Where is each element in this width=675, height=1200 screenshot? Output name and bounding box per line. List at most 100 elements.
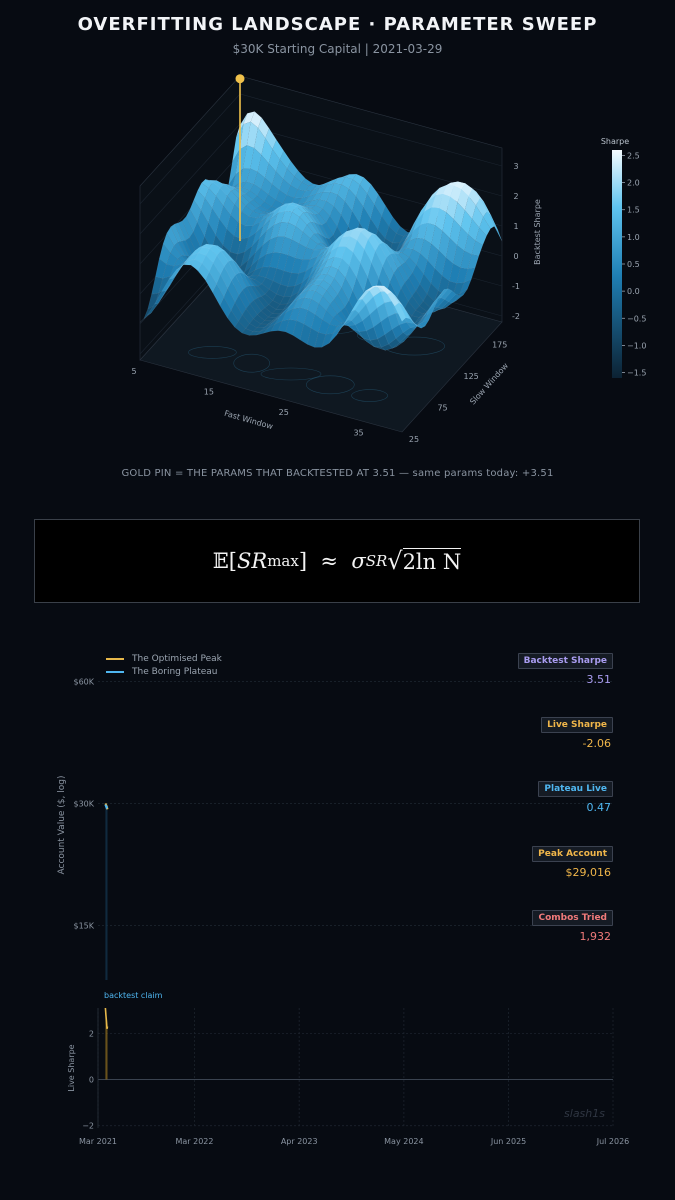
formula-sigma-sub: SR xyxy=(365,552,388,570)
colorbar xyxy=(612,150,622,378)
surface-plot: 5 15 25 35 Fast Window 25 75 125 175 Slow Window -… xyxy=(131,74,646,444)
lower-charts: $60K $30K $15K Account Value ($, log) Mar 2… xyxy=(57,677,629,1146)
surface-cell xyxy=(238,314,250,329)
surface-cell xyxy=(227,280,240,304)
watermark: slash1s xyxy=(564,1107,605,1120)
colorbar-tick-label: 0.5 xyxy=(627,260,640,269)
surface-cell xyxy=(266,207,279,218)
surface-cell xyxy=(329,328,341,344)
formula-box: 𝔼[SR max] ≈ σ SR √ 2ln N xyxy=(34,519,640,603)
fast-window-tick: 5 xyxy=(131,367,136,376)
colorbar-tick-label: −0.5 xyxy=(627,314,646,323)
surface-cell xyxy=(231,274,243,296)
backtest-claim-annotation: backtest claim xyxy=(104,991,163,1000)
surface-cell xyxy=(165,273,177,291)
legend: The Optimised Peak The Boring Plateau xyxy=(106,654,222,677)
surface-cell xyxy=(154,290,166,305)
floor-contour xyxy=(260,367,322,381)
surface-cell xyxy=(297,196,309,205)
surface-cell xyxy=(227,310,239,328)
slow-window-tick: 175 xyxy=(492,341,507,350)
surface-cell xyxy=(264,316,277,322)
surface-cell xyxy=(402,305,414,323)
surface-cell xyxy=(425,301,437,318)
surface-cell xyxy=(275,190,287,204)
colorbar-tick-label: 1.5 xyxy=(627,206,640,215)
surface-cell xyxy=(250,285,262,299)
surface-cell xyxy=(147,302,159,316)
surface-cell xyxy=(223,195,235,216)
floor-contour xyxy=(305,375,355,395)
equity-ytick: $30K xyxy=(73,799,94,808)
stat-value: -2.06 xyxy=(582,737,611,750)
floor-contour xyxy=(233,353,270,373)
gold-pin-head xyxy=(235,74,245,84)
sharpe-xtick: Jun 2025 xyxy=(490,1137,526,1146)
formula-radicand: 2ln N xyxy=(402,548,462,574)
colorbar-tick-label: 2.0 xyxy=(627,179,640,188)
surface-cell xyxy=(318,224,330,239)
equity-ytick: $60K xyxy=(73,677,94,686)
slow-window-label: Slow Window xyxy=(468,361,510,407)
sharpe-tick: -1 xyxy=(512,282,520,291)
surface-cell xyxy=(253,195,265,206)
stat-label: Live Sharpe xyxy=(541,717,613,733)
legend-label: The Optimised Peak xyxy=(132,654,222,664)
formula-sr: SR xyxy=(236,549,268,573)
surface-cell xyxy=(420,238,432,261)
legend-swatch xyxy=(106,671,124,673)
colorbar-tick-label: −1.5 xyxy=(627,369,646,378)
stat-label: Backtest Sharpe xyxy=(517,653,613,669)
stat-label: Combos Tried xyxy=(532,910,613,926)
surface-cell xyxy=(424,194,436,212)
colorbar-tick-label: 1.0 xyxy=(627,233,640,242)
sharpe-ylabel: Live Sharpe xyxy=(67,1044,76,1091)
slow-window-tick: 75 xyxy=(437,404,447,413)
sharpe-xtick: Mar 2022 xyxy=(175,1137,213,1146)
surface-cell xyxy=(308,266,321,284)
surface-cell xyxy=(226,214,239,237)
legend-item: The Optimised Peak xyxy=(106,654,222,664)
surface-cell xyxy=(139,312,152,323)
surface-cell xyxy=(198,246,211,256)
surface-cell xyxy=(427,243,439,269)
fast-window-tick: 35 xyxy=(353,429,363,438)
stat-label: Plateau Live xyxy=(538,781,613,797)
surface-cell xyxy=(263,211,275,227)
legend-item: The Boring Plateau xyxy=(106,667,222,677)
live-sharpe-line xyxy=(104,1007,109,1029)
formula-sigma: σ xyxy=(351,549,366,573)
surface-cell xyxy=(311,279,324,286)
surface-cell xyxy=(227,259,240,276)
stat-label: Peak Account xyxy=(532,846,613,862)
formula-max: max xyxy=(267,552,299,570)
sharpe-tick: 1 xyxy=(513,222,518,231)
surface-cell xyxy=(402,223,414,247)
legend-swatch xyxy=(106,658,124,660)
surface-cell xyxy=(350,299,363,313)
sharpe-axis-label: Backtest Sharpe xyxy=(533,199,542,265)
surface-cell xyxy=(344,188,357,212)
sharpe-panel: Mar 2021 Mar 2022 Apr 2023 May 2024 Jun 2025… xyxy=(67,991,629,1146)
surface-cell xyxy=(285,319,297,336)
stat-value: 0.47 xyxy=(586,801,612,814)
surface-cell xyxy=(220,266,232,290)
surface-cell xyxy=(303,211,315,223)
slow-window-tick: 25 xyxy=(409,435,419,444)
sharpe-tick: 3 xyxy=(513,162,518,171)
surface-cell xyxy=(313,243,326,251)
surface-cell xyxy=(392,233,404,244)
gold-pin xyxy=(235,74,245,241)
sharpe-xtick: Jul 2026 xyxy=(596,1137,630,1146)
surface-cell xyxy=(336,319,348,336)
surface-cell xyxy=(267,317,279,329)
surface-cell xyxy=(377,334,389,348)
floor-contour xyxy=(351,389,388,402)
floor-contour xyxy=(188,346,237,359)
fast-window-label: Fast Window xyxy=(223,409,274,432)
colorbar-title: Sharpe xyxy=(601,137,629,146)
sharpe-ytick: 2 xyxy=(89,1029,94,1038)
surface-cell xyxy=(290,282,303,297)
sharpe-xtick: Mar 2021 xyxy=(79,1137,117,1146)
plateau-area xyxy=(105,804,108,980)
